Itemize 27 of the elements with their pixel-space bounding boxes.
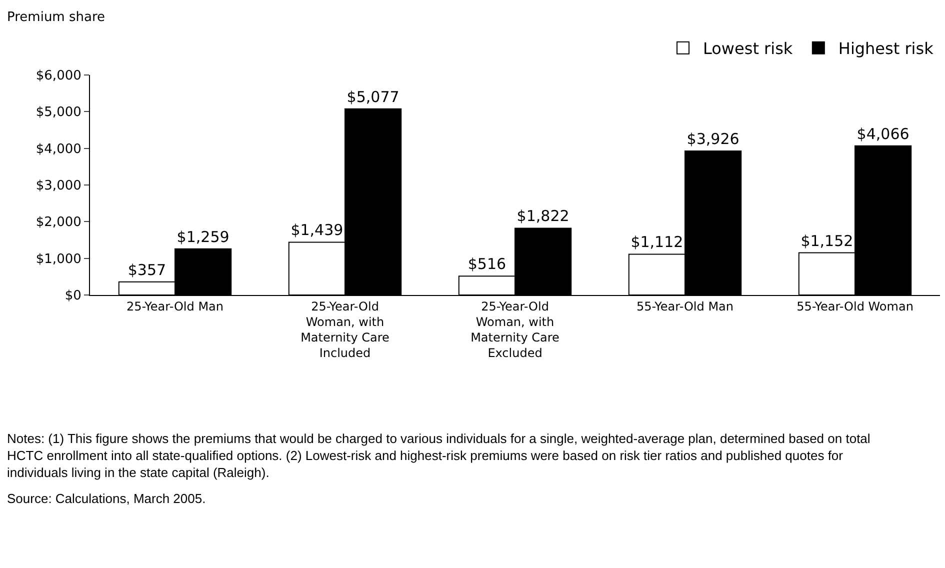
data-label: $1,259 bbox=[176, 228, 230, 246]
y-axis-title: Premium share bbox=[7, 10, 106, 25]
data-label: $3,926 bbox=[686, 130, 740, 148]
source-note: Source: Calculations, March 2005. bbox=[7, 491, 206, 506]
x-tick-label: 25-Year-Old Man bbox=[126, 299, 224, 314]
y-tick-label: $0 bbox=[64, 288, 82, 304]
y-tick-label: $3,000 bbox=[36, 178, 82, 194]
data-label: $357 bbox=[128, 260, 166, 279]
x-tick-label: 25-Year-Old Woman, with Maternity Care Excluded bbox=[470, 299, 560, 360]
y-tick-label: $4,000 bbox=[36, 142, 82, 157]
data-label: $4,066 bbox=[856, 124, 910, 143]
data-label: $1,822 bbox=[516, 207, 570, 226]
y-tick-label: $1,000 bbox=[36, 252, 82, 267]
y-tick-label: $6,000 bbox=[36, 68, 82, 84]
data-label: $5,077 bbox=[346, 88, 400, 106]
x-tick-label: 55-Year-Old Woman bbox=[796, 299, 914, 314]
data-label: $1,152 bbox=[800, 232, 854, 250]
y-tick-label: $5,000 bbox=[36, 105, 82, 120]
legend-label: Lowest risk bbox=[703, 39, 794, 58]
text: Notes: (1) This figure shows the premiums that would be charged to various individuals for a single, weighted-average plan, determined based on total HCTC enrollment into all state-qualified options. (2) Lowest-risk and highest-risk premiums were based on risk tier ratios and published quotes for individuals living in the state capital (Raleigh). bbox=[7, 431, 870, 480]
y-tick-label: $2,000 bbox=[36, 215, 82, 230]
x-tick-label: 55-Year-Old Man bbox=[636, 299, 734, 314]
data-label: $516 bbox=[468, 255, 506, 274]
legend-label: Highest risk bbox=[838, 39, 934, 58]
data-label: $1,439 bbox=[290, 221, 344, 240]
x-tick-label: 25-Year-Old Woman, with Maternity Care Included bbox=[300, 299, 390, 360]
data-label: $1,112 bbox=[630, 233, 684, 252]
